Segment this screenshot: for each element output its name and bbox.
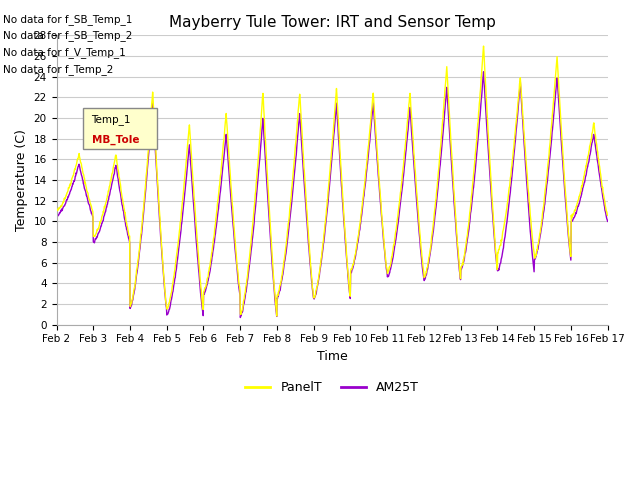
Title: Mayberry Tule Tower: IRT and Sensor Temp: Mayberry Tule Tower: IRT and Sensor Temp — [168, 15, 495, 30]
X-axis label: Time: Time — [317, 350, 348, 363]
Text: Temp_1: Temp_1 — [92, 114, 131, 125]
Text: MB_Tole: MB_Tole — [92, 134, 139, 145]
Text: No data for f_V_Temp_1: No data for f_V_Temp_1 — [3, 47, 126, 58]
Text: No data for f_Temp_2: No data for f_Temp_2 — [3, 64, 113, 75]
Legend: PanelT, AM25T: PanelT, AM25T — [241, 376, 424, 399]
Text: No data for f_SB_Temp_2: No data for f_SB_Temp_2 — [3, 30, 132, 41]
Text: No data for f_SB_Temp_1: No data for f_SB_Temp_1 — [3, 13, 132, 24]
Y-axis label: Temperature (C): Temperature (C) — [15, 129, 28, 231]
